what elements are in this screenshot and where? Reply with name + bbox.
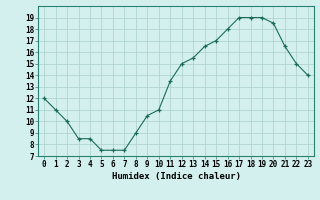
X-axis label: Humidex (Indice chaleur): Humidex (Indice chaleur) — [111, 172, 241, 181]
